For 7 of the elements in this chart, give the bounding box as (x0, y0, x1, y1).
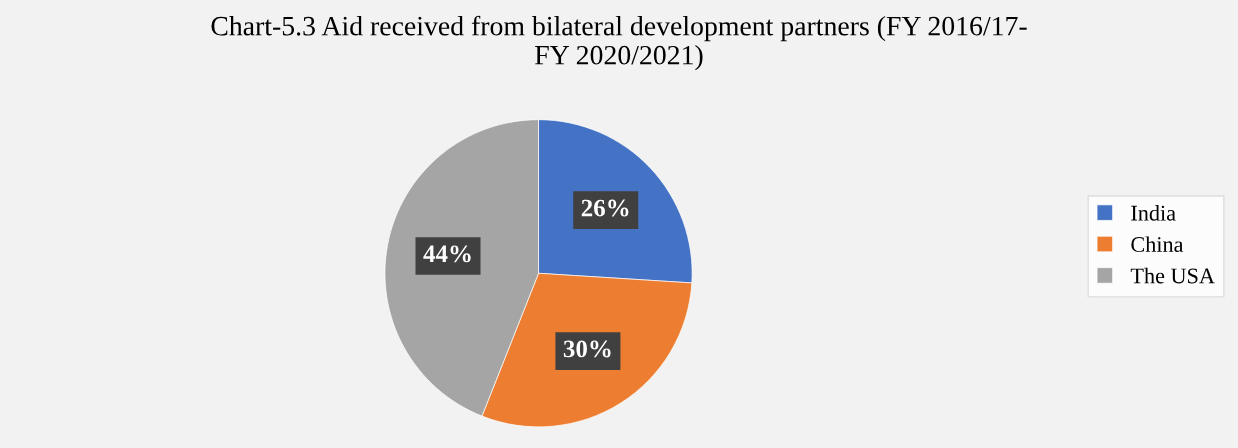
legend-label: India (1131, 204, 1176, 221)
legend-label: The USA (1130, 267, 1215, 284)
legend-label: China (1131, 236, 1184, 253)
data-label: 30% (563, 340, 611, 358)
data-label: 44% (423, 245, 471, 263)
data-label: 26% (581, 199, 629, 217)
chart-title: Chart-5.3 Aid received from bilateral development partners (FY 2016/17- FY 2020/2021) (211, 15, 1027, 71)
